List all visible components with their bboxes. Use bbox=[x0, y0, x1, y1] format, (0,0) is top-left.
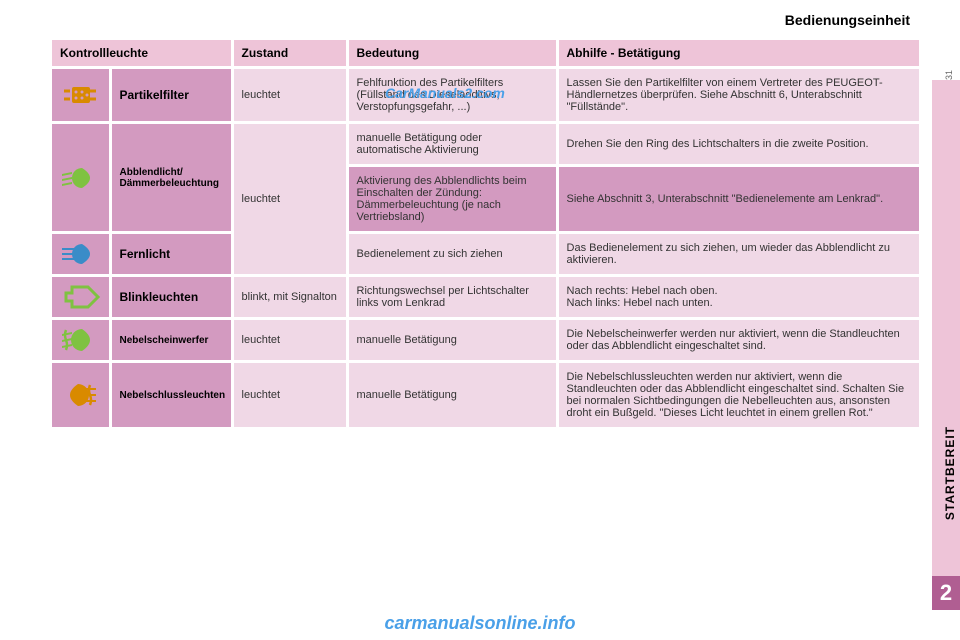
table-row: Abblendlicht/ Dämmerbeleuchtung leuchtet… bbox=[52, 123, 920, 166]
rear-fog-icon bbox=[52, 362, 110, 429]
table-header-row: Kontrollleuchte Zustand Bedeutung Abhilf… bbox=[52, 40, 920, 68]
right-margin-bar bbox=[932, 80, 960, 610]
row-name: Fernlicht bbox=[110, 233, 232, 276]
row-action: Die Nebelschlussleuchten werden nur akti… bbox=[557, 362, 920, 429]
row-meaning: Richtungswechsel per Lichtschalter links… bbox=[347, 276, 557, 319]
row-name: Nebelschlussleuchten bbox=[110, 362, 232, 429]
side-tab-label: STARTBEREIT bbox=[943, 426, 957, 520]
row-action: Siehe Abschnitt 3, Unterabschnitt "Bedie… bbox=[557, 166, 920, 233]
col-abhilfe: Abhilfe - Betätigung bbox=[557, 40, 920, 68]
chapter-number: 2 bbox=[932, 576, 960, 610]
row-state: leuchtet bbox=[232, 123, 347, 276]
row-action: Das Bedienelement zu sich ziehen, um wie… bbox=[557, 233, 920, 276]
row-action: Drehen Sie den Ring des Lichtschalters i… bbox=[557, 123, 920, 166]
row-meaning: manuelle Betätigung bbox=[347, 362, 557, 429]
row-meaning: Bedienelement zu sich ziehen bbox=[347, 233, 557, 276]
front-fog-icon bbox=[52, 319, 110, 362]
row-name: Abblendlicht/ Dämmerbeleuchtung bbox=[110, 123, 232, 233]
action-line-1: Nach rechts: Hebel nach oben. bbox=[567, 285, 911, 297]
row-name: Nebelscheinwerfer bbox=[110, 319, 232, 362]
table-row: Fernlicht Bedienelement zu sich ziehen D… bbox=[52, 233, 920, 276]
row-name: Partikelfilter bbox=[110, 68, 232, 123]
table-row: Nebelscheinwerfer leuchtet manuelle Betä… bbox=[52, 319, 920, 362]
particle-filter-icon bbox=[52, 68, 110, 123]
row-state: leuchtet bbox=[232, 319, 347, 362]
action-line-2: Nach links: Hebel nach unten. bbox=[567, 297, 911, 309]
row-state: leuchtet bbox=[232, 362, 347, 429]
row-meaning: Aktivierung des Abblendlichts beim Einsc… bbox=[347, 166, 557, 233]
table-row: Blinkleuchten blinkt, mit Signalton Rich… bbox=[52, 276, 920, 319]
table-row: Nebelschlussleuchten leuchtet manuelle B… bbox=[52, 362, 920, 429]
row-name: Blinkleuchten bbox=[110, 276, 232, 319]
section-title: Bedienungseinheit bbox=[785, 12, 910, 28]
high-beam-icon bbox=[52, 233, 110, 276]
watermark-top: CarManuals2.com bbox=[385, 85, 505, 101]
col-kontrollleuchte: Kontrollleuchte bbox=[52, 40, 232, 68]
watermark-bottom: carmanualsonline.info bbox=[0, 613, 960, 634]
row-meaning: manuelle Betätigung bbox=[347, 319, 557, 362]
turn-signal-icon bbox=[52, 276, 110, 319]
row-action: Lassen Sie den Partikelfilter von einem … bbox=[557, 68, 920, 123]
row-meaning: manuelle Betätigung oder automatische Ak… bbox=[347, 123, 557, 166]
row-state: leuchtet bbox=[232, 68, 347, 123]
row-state: blinkt, mit Signalton bbox=[232, 276, 347, 319]
col-bedeutung: Bedeutung bbox=[347, 40, 557, 68]
row-action: Die Nebelscheinwerfer werden nur aktivie… bbox=[557, 319, 920, 362]
row-action: Nach rechts: Hebel nach oben. Nach links… bbox=[557, 276, 920, 319]
col-zustand: Zustand bbox=[232, 40, 347, 68]
low-beam-icon bbox=[52, 123, 110, 233]
page-number: 31 bbox=[944, 70, 954, 80]
